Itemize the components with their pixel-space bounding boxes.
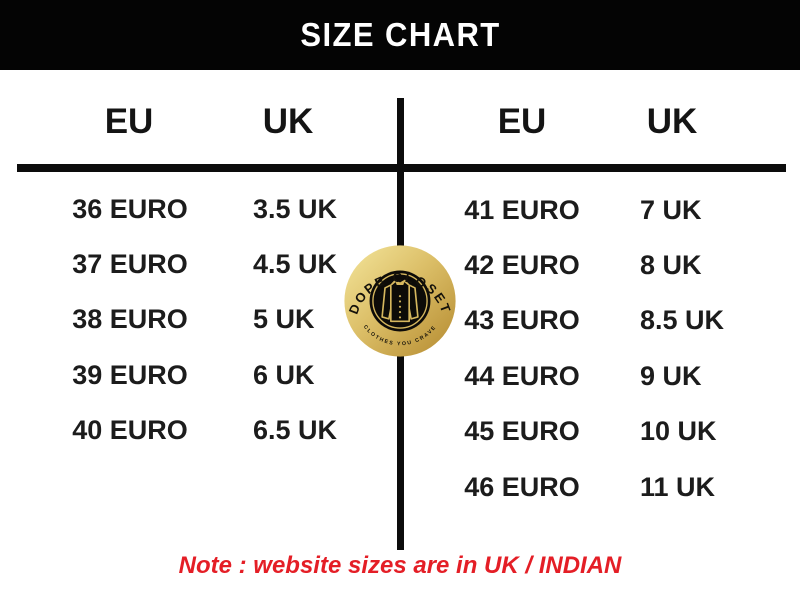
table-cell-uk: 8.5 UK [640, 305, 725, 335]
page-title: SIZE CHART [299, 16, 501, 53]
table-cell-eu: 46 EURO [464, 472, 580, 502]
table-cell-uk: 3.5 UK [253, 194, 338, 224]
shirt-icon [381, 279, 419, 323]
table-cell-uk: 10 UK [640, 416, 717, 446]
table-cell-uk: 11 UK [640, 472, 716, 502]
dope-closet-logo: DOPE CLOSET CLOTHES YOU CRAVE [342, 243, 458, 359]
table-cell-eu: 37 EURO [72, 249, 188, 279]
left-eu-header: EU [104, 102, 154, 141]
table-cell-eu: 38 EURO [72, 304, 188, 334]
table-cell-uk: 6 UK [253, 360, 315, 390]
table-cell-eu: 39 EURO [72, 360, 188, 390]
table-cell-eu: 43 EURO [464, 305, 580, 335]
size-note: Note : website sizes are in UK / INDIAN [178, 552, 622, 579]
table-cell-uk: 8 UK [640, 250, 702, 280]
table-cell-uk: 4.5 UK [253, 249, 338, 279]
left-uk-header: UK [262, 102, 314, 141]
brand-logo-icon: DOPE CLOSET CLOTHES YOU CRAVE [344, 245, 456, 357]
table-cell-uk: 7 UK [640, 195, 702, 225]
table-cell-eu: 41 EURO [464, 195, 580, 225]
right-eu-header: EU [497, 102, 547, 141]
right-uk-header: UK [646, 102, 698, 141]
shirt-buttons [398, 295, 402, 319]
table-cell-eu: 42 EURO [464, 250, 580, 280]
table-cell-eu: 45 EURO [464, 416, 580, 446]
table-cell-uk: 5 UK [253, 304, 315, 334]
table-cell-eu: 44 EURO [464, 361, 580, 391]
table-cell-eu: 40 EURO [72, 415, 188, 445]
table-cell-eu: 36 EURO [72, 194, 188, 224]
table-cell-uk: 6.5 UK [253, 415, 338, 445]
table-cell-uk: 9 UK [640, 361, 702, 391]
title-banner: SIZE CHART [0, 0, 800, 70]
